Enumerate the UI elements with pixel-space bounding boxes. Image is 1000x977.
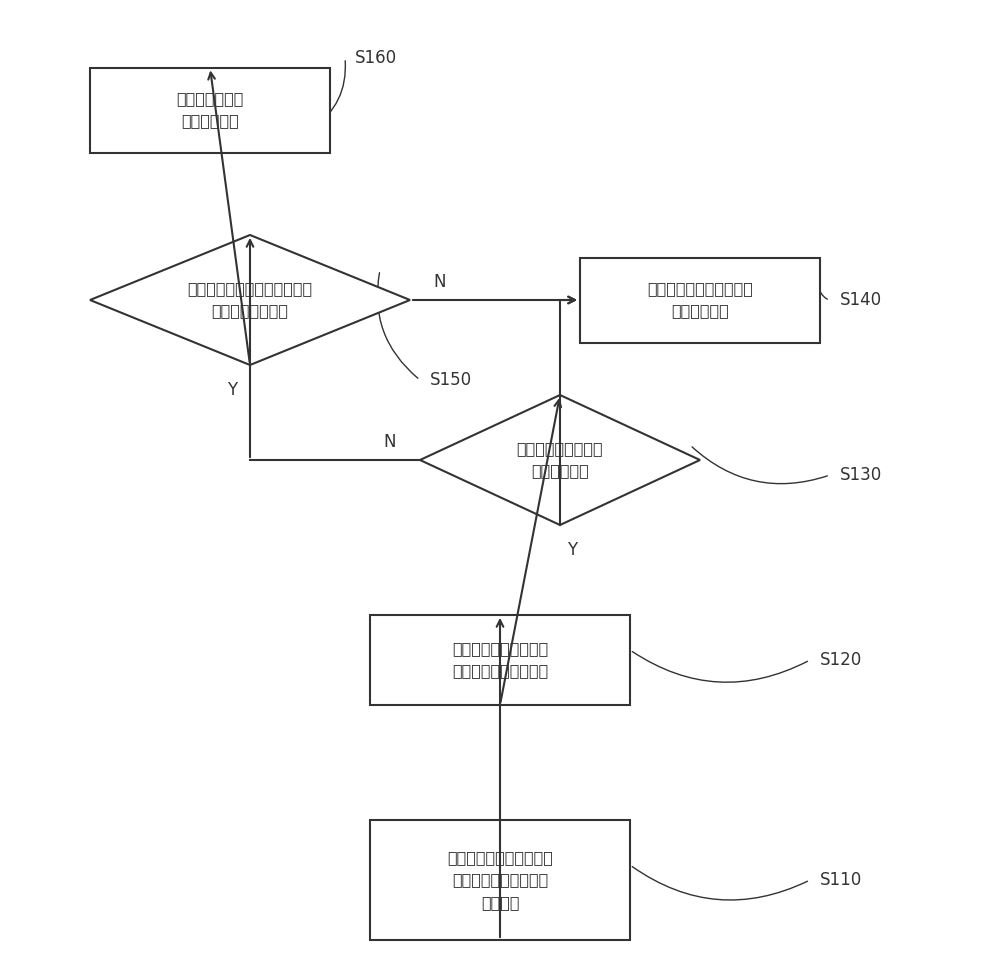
Text: S130: S130 [840,466,882,484]
Bar [370,615,630,705]
Text: N: N [434,273,446,291]
Text: S150: S150 [430,371,472,389]
Polygon shape [420,395,700,525]
Polygon shape [90,235,410,365]
Text: N: N [384,433,396,451]
Text: 根据检测到的运行参数
计算热泵机组的能效比: 根据检测到的运行参数 计算热泵机组的能效比 [452,641,548,679]
Bar [580,258,820,343]
Text: S120: S120 [820,651,862,669]
Text: S140: S140 [840,291,882,309]
Text: S160: S160 [355,49,397,67]
Text: 保持热泵机组的运行程序
正常加减载荷: 保持热泵机组的运行程序 正常加减载荷 [647,281,753,319]
Bar [370,820,630,940]
Bar [90,67,330,152]
Text: Y: Y [227,381,237,399]
Text: 判断所述能效比是否
大于第一阈值: 判断所述能效比是否 大于第一阈值 [517,442,603,479]
Text: 启动热泵机组的
辅助加热装置: 启动热泵机组的 辅助加热装置 [176,92,244,129]
Text: 判断预设温度与第二温度之差
是否大于第二阈值: 判断预设温度与第二温度之差 是否大于第二阈值 [187,281,313,319]
Text: Y: Y [567,541,577,559]
Text: 检测压缩机的运行电流、
换热介质的第一温度和
第二温度: 检测压缩机的运行电流、 换热介质的第一温度和 第二温度 [447,850,553,910]
Text: S110: S110 [820,871,862,889]
